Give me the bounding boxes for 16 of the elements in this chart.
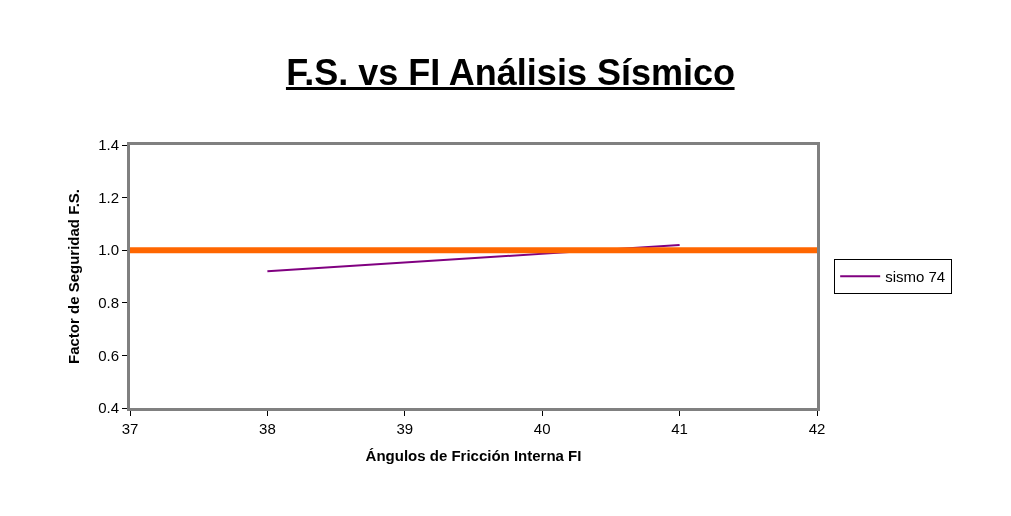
legend-label: sismo 74 [885, 268, 946, 286]
x-tick-label: 38 [259, 420, 276, 437]
chart-title: F.S. vs FI Análisis Sísmico [286, 51, 735, 93]
y-tick-label: 1.4 [98, 136, 119, 154]
x-tick-label: 39 [396, 420, 414, 437]
x-tick-label: 37 [121, 420, 139, 437]
x-axis-title: Ángulos de Fricción Interna FI [365, 447, 582, 464]
y-axis-title: Factor de Seguridad F.S. [65, 188, 83, 365]
y-tick-label: 0.4 [98, 399, 119, 417]
x-tick-label: 40 [533, 420, 551, 437]
y-tick-label: 1.0 [98, 241, 119, 259]
x-tick-label: 42 [808, 420, 826, 437]
y-tick-label: 0.6 [98, 346, 119, 364]
y-tick-label: 0.8 [98, 294, 119, 312]
x-tick-label: 41 [671, 420, 688, 437]
y-tick-label: 1.2 [98, 188, 119, 206]
